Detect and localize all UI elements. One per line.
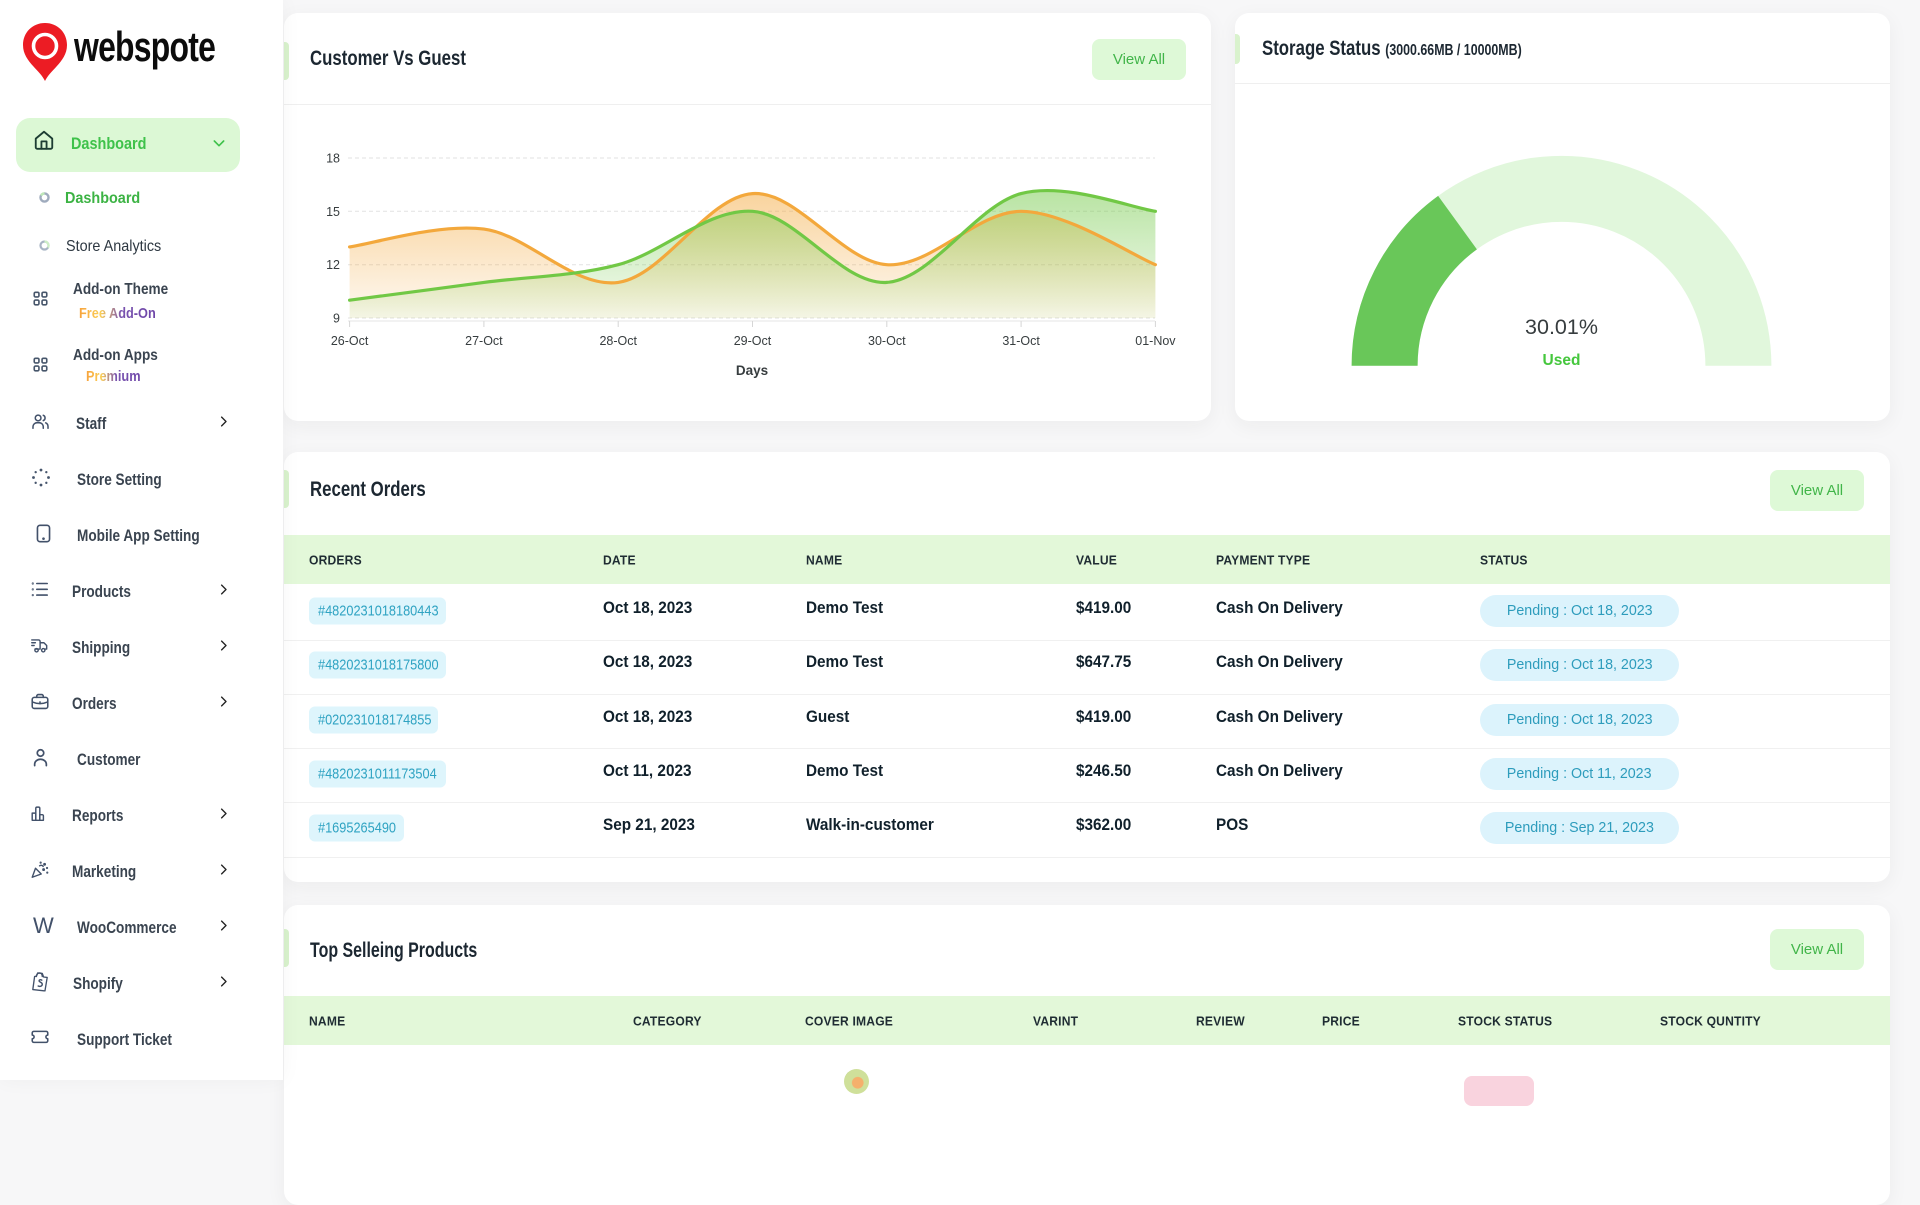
svg-text:26-Oct: 26-Oct xyxy=(331,334,369,348)
svg-text:28-Oct: 28-Oct xyxy=(599,334,637,348)
svg-text:31-Oct: 31-Oct xyxy=(1002,334,1040,348)
svg-text:Used: Used xyxy=(1543,352,1581,369)
svg-text:27-Oct: 27-Oct xyxy=(465,334,503,348)
svg-text:01-Nov: 01-Nov xyxy=(1135,334,1176,348)
svg-text:12: 12 xyxy=(326,258,340,272)
svg-text:Days: Days xyxy=(736,363,768,378)
svg-text:15: 15 xyxy=(326,205,340,219)
svg-text:29-Oct: 29-Oct xyxy=(734,334,772,348)
svg-text:30-Oct: 30-Oct xyxy=(868,334,906,348)
svg-text:9: 9 xyxy=(333,312,340,326)
svg-text:30.01%: 30.01% xyxy=(1525,315,1598,339)
svg-text:18: 18 xyxy=(326,152,340,166)
